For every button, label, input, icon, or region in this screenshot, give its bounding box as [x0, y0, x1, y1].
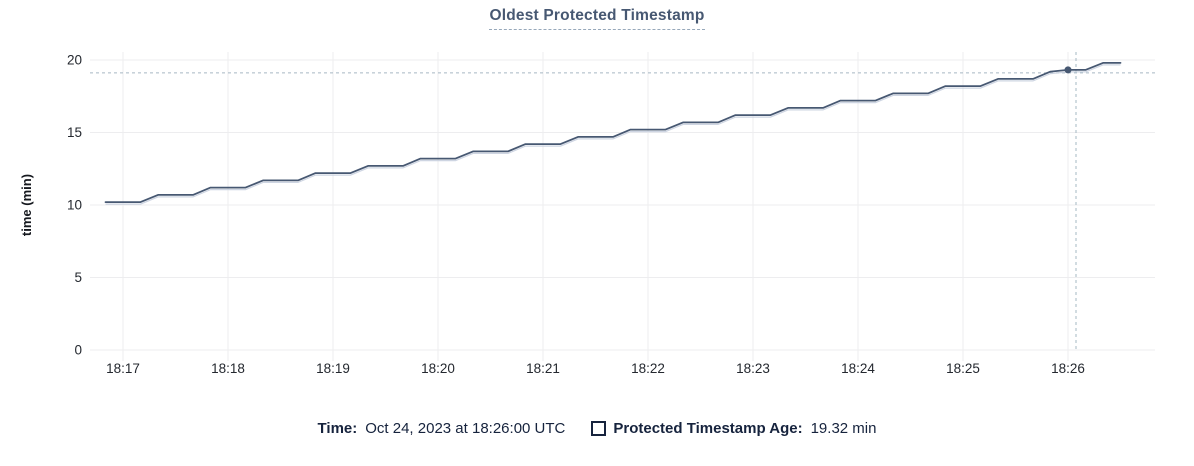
series-line — [104, 62, 1122, 203]
y-tick-label: 20 — [67, 53, 82, 68]
y-axis-title: time (min) — [19, 174, 34, 236]
x-tick-label: 18:18 — [211, 361, 245, 376]
x-tick-label: 18:25 — [946, 361, 980, 376]
x-tick-label: 18:26 — [1051, 361, 1085, 376]
y-tick-label: 10 — [67, 198, 82, 213]
x-tick-label: 18:23 — [736, 361, 770, 376]
x-tick-label: 18:19 — [316, 361, 350, 376]
y-tick-label: 15 — [67, 125, 82, 140]
x-tick-label: 18:21 — [526, 361, 560, 376]
time-label: Time: — [317, 420, 358, 437]
x-tick-label: 18:24 — [841, 361, 875, 376]
x-tick-label: 18:17 — [106, 361, 140, 376]
y-tick-label: 5 — [74, 270, 82, 285]
hover-time-readout: Time: Oct 24, 2023 at 18:26:00 UTC — [318, 420, 566, 437]
time-value: Oct 24, 2023 at 18:26:00 UTC — [365, 420, 566, 437]
chart-header: Oldest Protected Timestamp — [0, 7, 1194, 30]
series-toggle-checkbox[interactable] — [591, 421, 607, 436]
series-legend-item: Protected Timestamp Age: 19.32 min — [591, 420, 876, 437]
y-tick-label: 0 — [74, 343, 82, 358]
x-tick-label: 18:22 — [631, 361, 665, 376]
series-line-shadow — [105, 64, 1121, 205]
chart-legend: Time: Oct 24, 2023 at 18:26:00 UTC Prote… — [0, 420, 1194, 437]
series-label: Protected Timestamp Age: — [613, 420, 803, 437]
hover-point-dot — [1064, 66, 1072, 74]
chart-title[interactable]: Oldest Protected Timestamp — [489, 7, 705, 30]
x-tick-label: 18:20 — [421, 361, 455, 376]
series-value: 19.32 min — [810, 420, 877, 437]
